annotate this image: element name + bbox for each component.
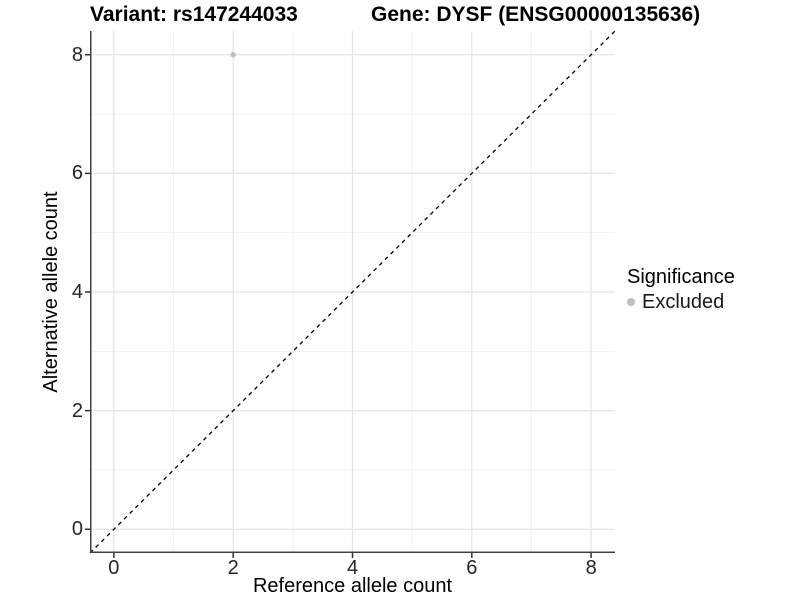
y-tick-label: 2 <box>71 399 83 422</box>
x-axis-title: Reference allele count <box>252 575 452 597</box>
x-tick-label: 2 <box>227 557 239 579</box>
plot-title-gene: Gene: DYSF (ENSG00000135636) <box>371 3 701 26</box>
legend-point-icon <box>627 298 635 306</box>
legend-item-label: Excluded <box>642 291 725 313</box>
plot-title-variant: Variant: rs147244033 <box>90 3 298 26</box>
y-tick-label: 4 <box>71 281 83 303</box>
x-tick-label: 6 <box>466 557 478 579</box>
x-tick-label: 0 <box>108 557 120 579</box>
legend: Significance Excluded <box>627 265 735 314</box>
x-tick-label: 8 <box>585 557 597 579</box>
legend-item: Excluded <box>627 290 735 314</box>
y-tick-label: 0 <box>71 518 83 541</box>
identity-reference-line <box>89 30 616 554</box>
y-tick-label: 8 <box>71 43 83 66</box>
x-tick-label: 4 <box>346 557 359 579</box>
data-point <box>230 52 236 58</box>
y-axis-title: Alternative allele count <box>40 191 62 393</box>
y-tick-label: 6 <box>71 162 83 185</box>
legend-title: Significance <box>627 266 735 288</box>
legend-items: Excluded <box>627 290 735 314</box>
plot-panel <box>85 30 616 558</box>
